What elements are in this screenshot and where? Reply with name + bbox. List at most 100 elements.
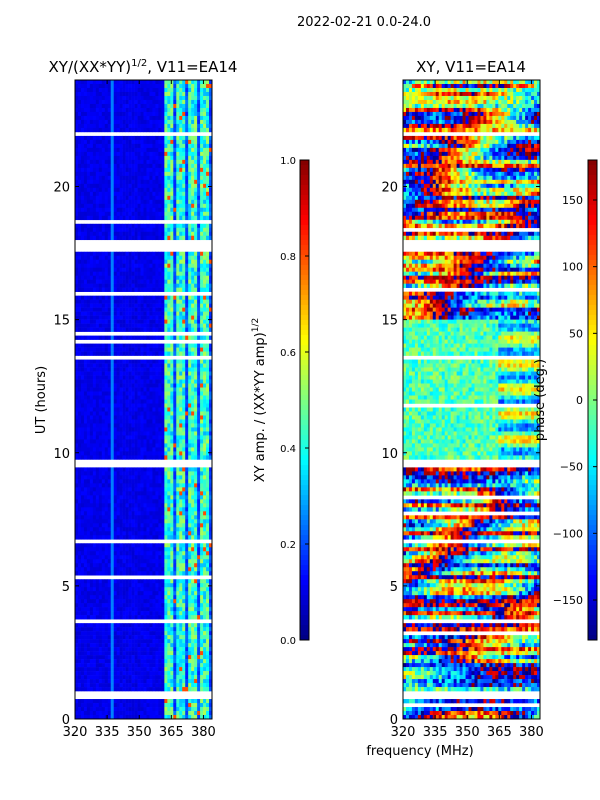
heatmap-cell — [158, 123, 162, 129]
heatmap-cell — [92, 279, 97, 284]
heatmap-cell — [182, 491, 186, 496]
heatmap-cell — [98, 483, 103, 488]
heatmap-cell — [134, 319, 138, 324]
heatmap-cell — [128, 551, 132, 556]
heatmap-cell — [128, 359, 132, 364]
heatmap-cell — [98, 115, 103, 121]
heatmap-cell — [89, 335, 94, 340]
heatmap-cell — [176, 427, 180, 432]
heatmap-cell — [143, 531, 147, 536]
heatmap-cell — [113, 107, 117, 113]
heatmap-cell — [170, 447, 174, 452]
heatmap-cell — [152, 511, 156, 516]
heatmap-cell — [125, 255, 129, 261]
heatmap-cell — [164, 255, 168, 261]
heatmap-cell — [80, 515, 85, 520]
heatmap-cell — [167, 191, 171, 197]
heatmap-cell — [77, 499, 82, 504]
heatmap-cell — [110, 271, 115, 276]
heatmap-cell — [155, 255, 159, 261]
heatmap-cell — [173, 295, 177, 300]
heatmap-cell — [104, 419, 109, 424]
heatmap-cell — [122, 207, 126, 213]
heatmap-cell — [92, 363, 97, 368]
heatmap-cell — [134, 527, 138, 532]
heatmap-cell — [197, 211, 201, 217]
heatmap-cell — [143, 375, 147, 380]
heatmap-cell — [137, 107, 141, 113]
heatmap-cell — [125, 519, 129, 524]
heatmap-cell — [206, 267, 210, 272]
heatmap-cell — [152, 83, 156, 89]
heatmap-cell — [92, 455, 97, 460]
heatmap-cell — [203, 503, 207, 508]
heatmap-cell — [116, 343, 120, 348]
heatmap-cell — [128, 91, 132, 97]
heatmap-cell — [158, 135, 162, 141]
heatmap-cell — [83, 431, 88, 436]
heatmap-cell — [203, 147, 207, 153]
heatmap-cell — [128, 263, 132, 268]
heatmap-cell — [86, 255, 91, 261]
heatmap-cell — [179, 439, 183, 444]
heatmap-cell — [80, 387, 85, 392]
heatmap-cell — [164, 531, 168, 536]
heatmap-cell — [206, 323, 210, 328]
heatmap-cell — [122, 395, 126, 400]
heatmap-cell — [80, 395, 85, 400]
heatmap-cell — [122, 443, 126, 448]
heatmap-cell — [128, 419, 132, 424]
heatmap-cell — [95, 387, 100, 392]
heatmap-cell — [86, 127, 91, 133]
heatmap-cell — [164, 335, 168, 340]
heatmap-cell — [128, 227, 132, 233]
heatmap-cell — [86, 203, 91, 209]
heatmap-cell — [140, 423, 144, 428]
heatmap-cell — [134, 80, 138, 85]
heatmap-cell — [206, 515, 210, 520]
heatmap-cell — [158, 519, 162, 524]
heatmap-cell — [107, 207, 112, 213]
heatmap-cell — [170, 227, 174, 233]
heatmap-cell — [206, 407, 210, 412]
heatmap-cell — [146, 143, 150, 149]
heatmap-cell — [104, 151, 109, 157]
heatmap-cell — [158, 251, 162, 257]
heatmap-cell — [137, 391, 141, 396]
heatmap-cell — [182, 119, 186, 125]
heatmap-cell — [155, 483, 159, 488]
heatmap-cell — [206, 187, 210, 193]
heatmap-cell — [176, 439, 180, 444]
heatmap-cell — [155, 547, 159, 552]
heatmap-cell — [170, 87, 174, 93]
heatmap-cell — [173, 279, 177, 284]
heatmap-cell — [137, 511, 141, 516]
heatmap-cell — [200, 171, 204, 177]
heatmap-cell — [182, 215, 186, 221]
heatmap-cell — [137, 315, 141, 320]
heatmap-cell — [155, 115, 159, 121]
heatmap-cell — [155, 167, 159, 173]
heatmap-cell — [188, 227, 192, 233]
heatmap-cell — [131, 551, 135, 556]
heatmap-cell — [80, 367, 85, 372]
heatmap-cell — [179, 327, 183, 332]
heatmap-cell — [107, 147, 112, 153]
heatmap-cell — [98, 555, 103, 560]
heatmap-cell — [179, 99, 183, 105]
heatmap-cell — [167, 203, 171, 209]
heatmap-cell — [161, 511, 165, 516]
heatmap-cell — [86, 303, 91, 308]
heatmap-cell — [95, 419, 100, 424]
heatmap-cell — [197, 351, 201, 356]
heatmap-cell — [203, 439, 207, 444]
heatmap-cell — [209, 307, 213, 312]
heatmap-cell — [104, 283, 109, 288]
heatmap-cell — [203, 447, 207, 452]
heatmap-cell — [200, 399, 204, 404]
heatmap-cell — [119, 387, 123, 392]
heatmap-cell — [89, 551, 94, 556]
heatmap-cell — [209, 87, 213, 93]
heatmap-cell — [113, 199, 117, 205]
heatmap-cell — [80, 187, 85, 193]
